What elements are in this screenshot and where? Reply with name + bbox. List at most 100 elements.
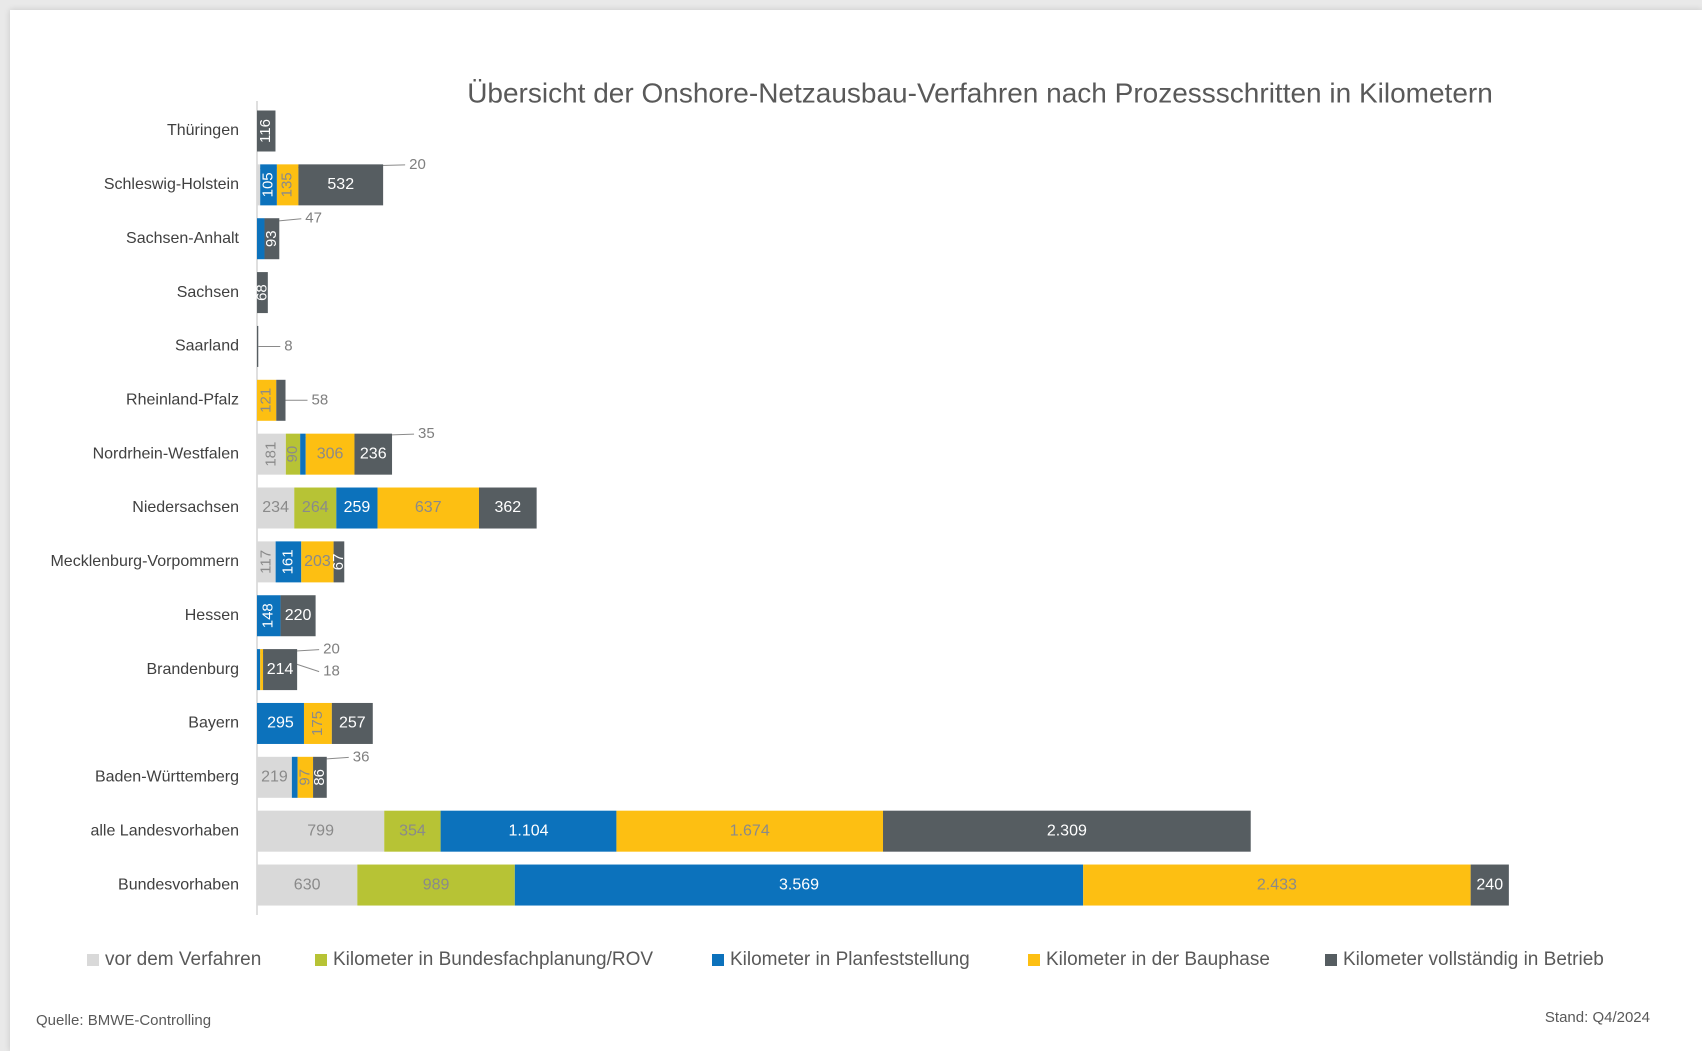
value-label: 2.433 [1257,876,1297,893]
value-label: 90 [284,446,301,463]
value-label: 58 [312,391,329,408]
bar-segment [257,218,265,260]
bar-segment [257,541,276,583]
category-label: Brandenburg [146,661,239,678]
bar-segment [257,702,304,744]
bar-segment [257,379,277,421]
value-label: 799 [307,822,334,839]
value-label: 1.674 [730,822,770,839]
legend-label: Kilometer in der Bauphase [1046,949,1270,970]
value-label: 18 [323,663,340,680]
bar-segment [257,595,281,637]
value-label: 8 [284,337,292,354]
value-label: 135 [279,172,296,197]
bar-segment [478,487,537,529]
bar-segment [440,810,617,852]
value-label: 116 [257,119,274,143]
value-label: 161 [279,549,296,574]
bar-segment [1083,864,1471,906]
bar-segment [280,595,316,637]
bar-segment [257,433,286,475]
legend-swatch [712,954,724,966]
value-label: 203 [304,553,331,570]
value-label: 264 [302,499,329,516]
value-label: 234 [262,499,289,516]
bar-segment [257,272,268,314]
value-label: 236 [360,445,387,462]
value-label: 97 [296,769,313,786]
bar-segment [294,487,337,529]
chart-title: Übersicht der Onshore-Netzausbau-Verfahr… [467,77,1493,108]
bar-segment [883,810,1251,852]
legend-label: vor dem Verfahren [105,949,261,970]
value-label: 35 [418,425,435,442]
category-label: Nordrhein-Westfalen [93,445,239,462]
bar-segment [298,164,384,206]
legend-swatch [87,954,99,966]
value-label: 989 [423,876,450,893]
category-label: Hessen [185,607,239,624]
value-label: 306 [317,445,344,462]
category-label: alle Landesvorhaben [90,822,239,839]
bar-segment [257,110,276,152]
value-label: 362 [494,499,521,516]
bar-segment [257,487,295,529]
bar-segment [257,810,385,852]
category-label: Thüringen [167,122,239,139]
category-label: Niedersachsen [132,499,239,516]
value-label: 259 [344,499,371,516]
value-label: 105 [260,172,277,197]
bar-segment [333,541,345,583]
bar-segment [257,164,261,206]
legend-label: Kilometer in Bundesfachplanung/ROV [333,949,653,970]
bar-segment [377,487,479,529]
value-label: 3.569 [779,876,819,893]
value-label: 1.104 [508,822,548,839]
bar-segment [357,864,515,906]
value-label: 36 [353,748,370,765]
legend-swatch [1325,954,1337,966]
source: Quelle: BMWE-Controlling [36,1012,211,1029]
category-label: Bayern [188,715,239,732]
bar-segment [305,433,355,475]
category-label: Sachsen-Anhalt [126,230,240,247]
bar-segment [297,756,314,798]
bar-segment [336,487,378,529]
bar-segment [260,164,277,206]
value-label: 86 [311,769,328,786]
date-note: Stand: Q4/2024 [1545,1009,1650,1026]
bar-segment [257,864,358,906]
value-label: 47 [305,210,322,227]
category-label: Rheinland-Pfalz [126,392,239,409]
category-label: Mecklenburg-Vorpommern [50,553,239,570]
bar-segment [514,864,1084,906]
bar-segment [291,756,298,798]
value-label: 148 [260,603,277,628]
legend-swatch [315,954,327,966]
bar-segment [276,379,286,421]
bar-segment [257,325,259,367]
bar-segment [263,649,298,691]
value-label: 181 [262,442,279,467]
value-label: 2.309 [1047,822,1087,839]
bar-segment [384,810,441,852]
bar-segment [285,433,301,475]
bar-segment [275,541,302,583]
legend-label: Kilometer in Planfeststellung [730,949,970,970]
bar-segment [616,810,884,852]
bar-segment [276,164,299,206]
value-label: 219 [261,769,288,786]
bar-segment [257,756,292,798]
value-label: 121 [258,388,275,413]
value-label: 214 [267,661,294,678]
legend-swatch [1028,954,1040,966]
category-label: Bundesvorhaben [118,876,239,893]
category-label: Sachsen [177,284,239,301]
value-label: 354 [399,822,426,839]
value-label: 67 [330,554,347,571]
value-label: 117 [257,550,274,574]
bar-segment [1470,864,1509,906]
value-label: 175 [309,711,326,736]
legend-label: Kilometer vollständig in Betrieb [1343,949,1604,970]
